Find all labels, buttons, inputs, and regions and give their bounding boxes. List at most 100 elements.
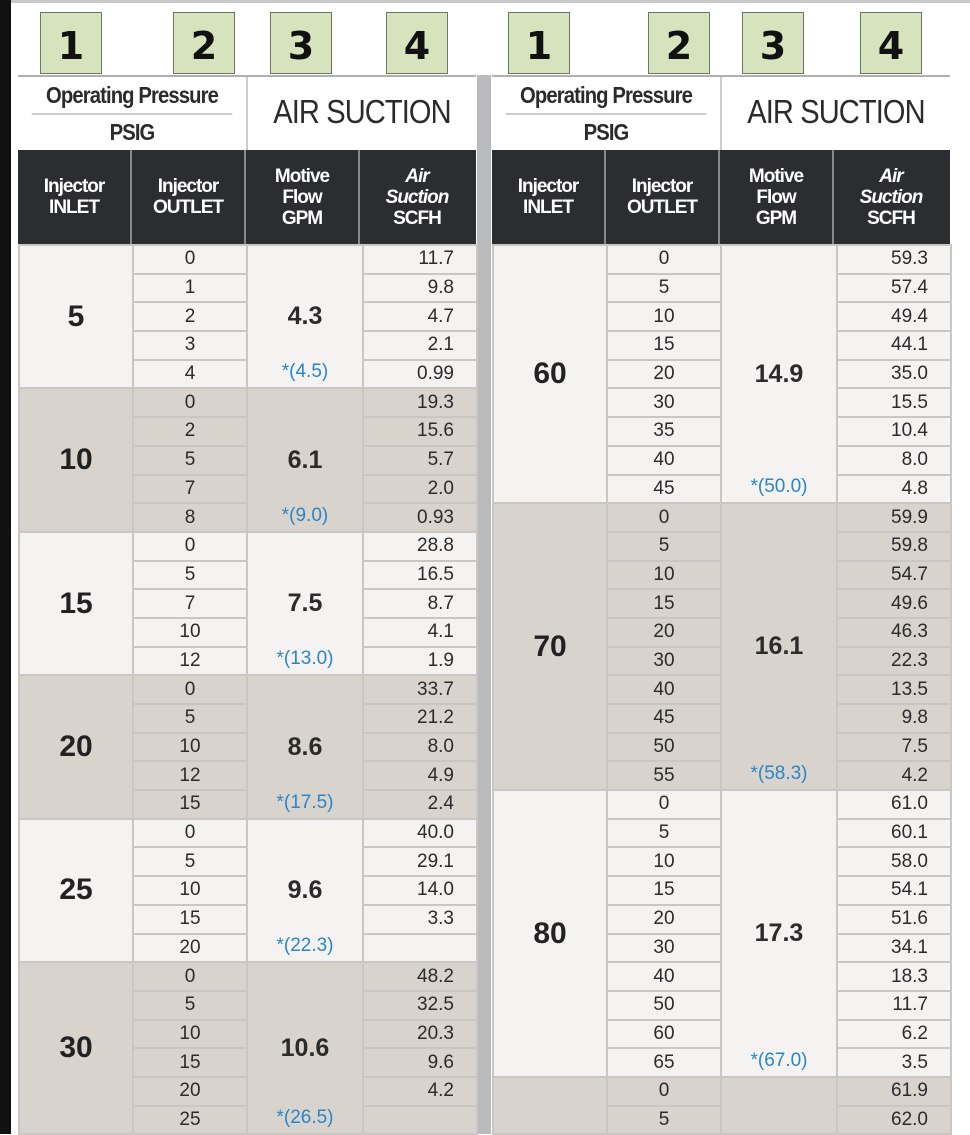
left-edge-bar xyxy=(0,0,11,1134)
outlet-pressure-cell: 15 xyxy=(606,588,722,619)
operating-pressure-header: Operating Pressure PSIG xyxy=(492,77,722,150)
table-row: 40 8.0 xyxy=(493,444,952,476)
air-suction-cell: 9.6 xyxy=(362,1047,478,1078)
outlet-pressure-cell: 0 xyxy=(132,817,248,849)
outlet-pressure-cell: 0 xyxy=(132,961,248,992)
motive-flow-cell: 6.1 *(9.0) xyxy=(246,387,364,533)
table-row: 10 8.0 xyxy=(19,731,478,763)
column-marker-1-right: 1 xyxy=(508,12,570,74)
air-suction-cell: 3.5 xyxy=(836,1047,952,1078)
motive-flow-cell: 10.6 *(26.5) xyxy=(246,961,364,1135)
outlet-pressure-cell: 30 xyxy=(606,932,722,964)
air-suction-cell: 11.7 xyxy=(362,244,478,275)
left-table: Operating Pressure PSIG AIR SUCTION Inje… xyxy=(18,75,478,1135)
max-flow-value: *(67.0) xyxy=(750,1049,808,1071)
inlet-pressure-cell xyxy=(492,1075,608,1135)
table-row: 15 0 7.5 *(13.0) 28.8 xyxy=(18,530,478,677)
col-header-outlet: Injector OUTLET xyxy=(606,150,720,244)
outlet-pressure-cell: 45 xyxy=(606,703,722,734)
outlet-pressure-cell: 50 xyxy=(606,989,722,1021)
air-suction-cell: 59.9 xyxy=(836,502,952,533)
outlet-pressure-cell: 40 xyxy=(606,674,722,705)
column-marker-3: 3 xyxy=(270,12,332,74)
table-row: 2 4.7 xyxy=(19,301,478,333)
outlet-pressure-cell: 20 xyxy=(132,932,248,964)
table-row: 45 9.8 xyxy=(493,703,952,734)
outlet-pressure-cell: 5 xyxy=(132,703,248,734)
outlet-pressure-cell: 0 xyxy=(606,789,722,820)
table-row: 7 8.7 xyxy=(19,588,478,619)
air-suction-cell: 15.6 xyxy=(362,416,478,447)
outlet-pressure-cell: 10 xyxy=(132,1018,248,1050)
air-suction-cell: 58.0 xyxy=(836,846,952,878)
psig-label: PSIG xyxy=(583,119,630,145)
outlet-pressure-cell: 3 xyxy=(132,330,248,361)
motive-flow-value: 16.1 xyxy=(754,632,804,661)
table-row: 10 54.7 xyxy=(493,559,952,591)
air-suction-cell: 48.2 xyxy=(362,961,478,992)
motive-flow-cell: 17.3 *(67.0) xyxy=(720,789,838,1078)
table-row: 45 4.8 xyxy=(493,473,952,505)
table-row: 10 49.4 xyxy=(493,301,952,333)
table-row: 20 51.6 xyxy=(493,903,952,935)
table-row: 15 49.6 xyxy=(493,588,952,619)
air-suction-cell: 49.4 xyxy=(836,301,952,333)
air-suction-cell: 0.93 xyxy=(362,502,478,533)
column-headers: Injector INLET Injector OUTLET Motive Flow G… xyxy=(18,150,476,244)
column-marker-3-right: 3 xyxy=(742,12,804,74)
motive-flow-value: 14.9 xyxy=(754,359,804,388)
outlet-pressure-cell: 10 xyxy=(606,301,722,333)
outlet-pressure-cell: 15 xyxy=(132,789,248,820)
motive-flow-cell: 16.1 *(58.3) xyxy=(720,502,838,792)
air-suction-cell: 2.4 xyxy=(362,789,478,820)
air-suction-cell: 4.1 xyxy=(362,616,478,648)
outlet-pressure-cell: 45 xyxy=(606,473,722,505)
air-suction-cell: 8.7 xyxy=(362,588,478,619)
air-suction-cell: 61.9 xyxy=(836,1075,952,1107)
motive-flow-value: 8.6 xyxy=(287,732,323,761)
outlet-pressure-cell: 5 xyxy=(606,530,722,562)
air-suction-cell: 16.5 xyxy=(362,559,478,591)
air-suction-cell: 9.8 xyxy=(836,703,952,734)
inlet-pressure-cell: 80 xyxy=(492,789,608,1078)
col-header-flow: Motive Flow GPM xyxy=(246,150,360,244)
outlet-pressure-cell: 7 xyxy=(132,473,248,505)
outlet-pressure-cell: 20 xyxy=(132,1075,248,1107)
air-suction-cell: 32.5 xyxy=(362,989,478,1021)
table-row: 5 5.7 xyxy=(19,444,478,476)
air-suction-cell: 14.0 xyxy=(362,875,478,906)
outlet-pressure-cell: 60 xyxy=(606,1018,722,1050)
air-suction-cell xyxy=(362,932,478,964)
table-row: 5 57.4 xyxy=(493,272,952,304)
air-suction-cell: 34.1 xyxy=(836,932,952,964)
air-suction-cell: 4.7 xyxy=(362,301,478,333)
max-flow-value: *(13.0) xyxy=(276,648,334,670)
air-suction-cell: 4.2 xyxy=(836,760,952,792)
table-row: 10 58.0 xyxy=(493,846,952,878)
outlet-pressure-cell: 30 xyxy=(606,645,722,677)
air-suction-cell: 20.3 xyxy=(362,1018,478,1050)
table-row: 5 0 4.3 *(4.5) 11.7 xyxy=(18,243,478,390)
table-row: 20 xyxy=(19,932,478,964)
table-row: 10 4.1 xyxy=(19,616,478,648)
outlet-pressure-cell: 15 xyxy=(606,330,722,361)
table-row: 55 4.2 xyxy=(493,760,952,792)
psig-label: PSIG xyxy=(109,119,156,145)
table-separator xyxy=(477,75,491,1134)
outlet-pressure-cell: 0 xyxy=(606,244,722,275)
max-flow-value: *(50.0) xyxy=(750,476,808,498)
air-suction-cell: 51.6 xyxy=(836,903,952,935)
table-row: 50 7.5 xyxy=(493,731,952,763)
max-flow-value: *(26.5) xyxy=(276,1107,334,1129)
table-row: 20 4.2 xyxy=(19,1075,478,1107)
col-header-inlet: Injector INLET xyxy=(18,150,132,244)
inlet-pressure-cell: 20 xyxy=(18,674,134,820)
outlet-pressure-cell: 0 xyxy=(606,1075,722,1107)
table-row: 65 3.5 xyxy=(493,1047,952,1078)
air-suction-title: AIR SUCTION xyxy=(273,93,451,130)
inlet-pressure-cell: 25 xyxy=(18,817,134,964)
air-suction-cell: 13.5 xyxy=(836,674,952,705)
air-suction-cell: 59.3 xyxy=(836,244,952,275)
table-row: 5 16.5 xyxy=(19,559,478,591)
left-data-table: 5 0 4.3 *(4.5) 11.7 1 9.8 2 4.7 3 2.1 4 0.99 10 0 6.1 *(… xyxy=(18,243,478,1135)
